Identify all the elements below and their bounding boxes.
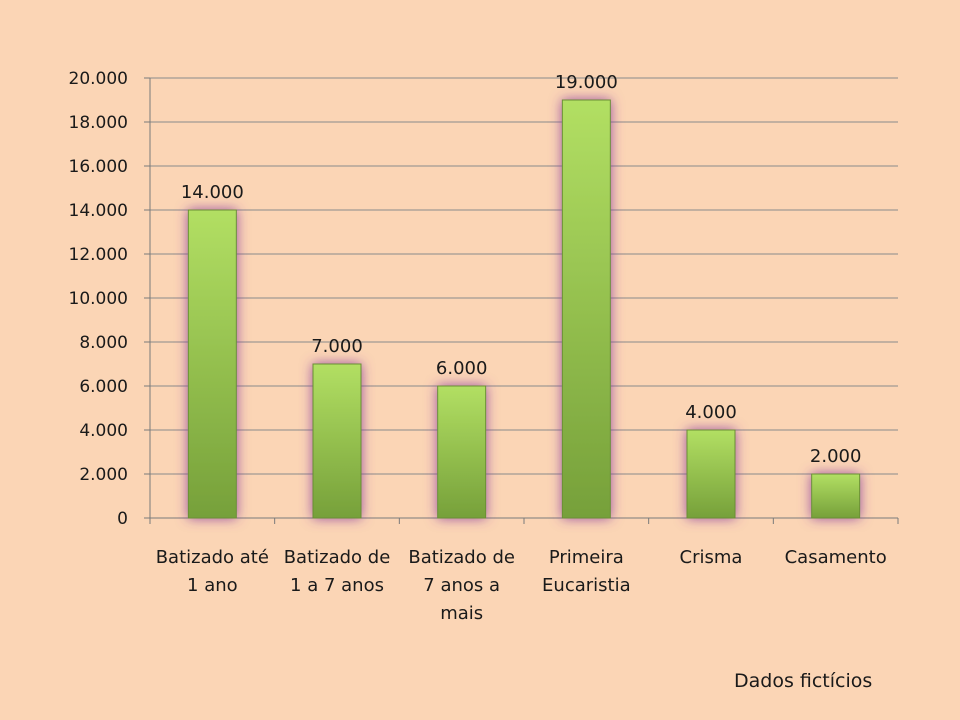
y-tick-label: 8.000 <box>79 333 128 353</box>
data-label: 19.000 <box>555 72 618 93</box>
bar <box>187 209 237 519</box>
category-label: Primeira <box>549 547 624 568</box>
axes <box>144 77 899 524</box>
category-label: Batizado até <box>156 547 269 568</box>
bar <box>686 429 736 519</box>
category-label: 1 a 7 anos <box>290 575 384 596</box>
category-label: Batizado de <box>408 547 515 568</box>
bar <box>437 385 487 519</box>
y-tick-label: 20.000 <box>69 69 128 89</box>
data-label: 4.000 <box>685 402 737 423</box>
data-label: 2.000 <box>810 446 862 467</box>
category-label: 1 ano <box>187 575 238 596</box>
category-label: Crisma <box>680 547 743 568</box>
bar <box>312 363 362 519</box>
y-tick-label: 2.000 <box>79 465 128 485</box>
y-tick-label: 14.000 <box>69 201 128 221</box>
bar <box>561 99 611 519</box>
y-tick-label: 18.000 <box>69 113 128 133</box>
y-tick-label: 16.000 <box>69 157 128 177</box>
category-label: Eucaristia <box>542 575 631 596</box>
data-label: 6.000 <box>436 358 488 379</box>
data-label: 14.000 <box>181 182 244 203</box>
data-label: 7.000 <box>311 336 363 357</box>
category-label: 7 anos a <box>423 575 500 596</box>
data-note: Dados fictícios <box>734 670 873 692</box>
y-tick-label: 6.000 <box>79 377 128 397</box>
category-label: mais <box>440 603 483 624</box>
y-tick-label: 10.000 <box>69 289 128 309</box>
gridlines <box>150 77 898 475</box>
y-tick-label: 0 <box>117 509 128 529</box>
category-label: Batizado de <box>284 547 391 568</box>
bar <box>811 473 861 519</box>
y-tick-label: 4.000 <box>79 421 128 441</box>
y-tick-label: 12.000 <box>69 245 128 265</box>
labels: 0 2.000 4.000 6.000 8.000 10.000 12.000 14.000 1… <box>69 69 887 624</box>
category-label: Casamento <box>785 547 887 568</box>
bars <box>187 99 861 519</box>
